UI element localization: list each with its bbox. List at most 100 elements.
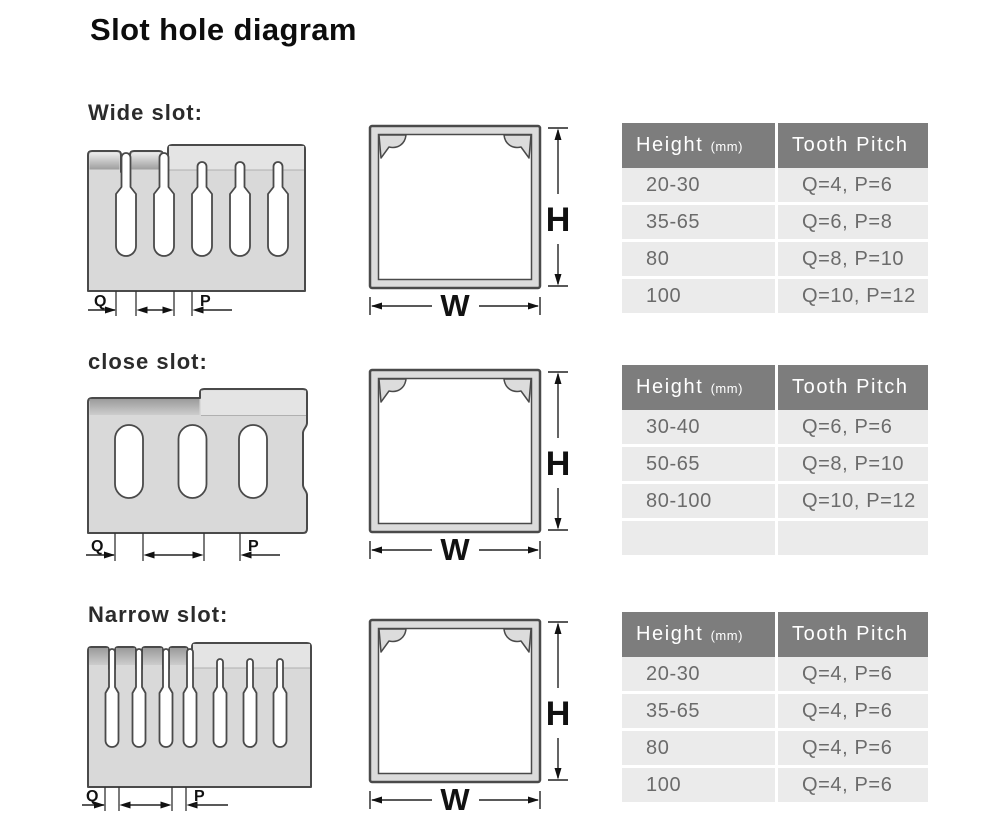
height-label: H <box>546 445 571 483</box>
height-cell: 100 <box>622 277 778 316</box>
slot-hole <box>267 161 289 257</box>
duct-inner-cavity <box>377 627 533 775</box>
cover-clip-left <box>378 378 407 403</box>
dimension-annotations: Q P <box>88 291 232 316</box>
pitch-cell: Q=4, P=6 <box>776 692 928 731</box>
section-label-wide-slot: Wide slot: <box>88 100 203 125</box>
table-row: 80-100 Q=10, P=12 <box>622 482 928 521</box>
height-cell: 80-100 <box>622 482 778 521</box>
slot-hole <box>212 658 228 748</box>
wide-slot-table: Height (mm) Tooth Pitch 20-30 Q=4, P=6 3… <box>622 123 928 316</box>
cover-clip-right <box>503 134 532 159</box>
width-label: W <box>440 532 470 565</box>
table-row: 80 Q=8, P=10 <box>622 240 928 279</box>
pitch-cell: Q=4, P=6 <box>776 657 928 694</box>
height-cell: 20-30 <box>622 168 778 205</box>
height-cell: 35-65 <box>622 203 778 242</box>
pitch-cell: Q=6, P=8 <box>776 203 928 242</box>
narrow-slot-profile-diagram: Q P <box>82 642 312 811</box>
close-slot-table: Height (mm) Tooth Pitch 30-40 Q=6, P=6 5… <box>622 365 928 558</box>
pitch-cell: Q=10, P=12 <box>776 277 928 316</box>
pitch-cell: Q=4, P=6 <box>776 729 928 768</box>
p-dimension-label: P <box>200 293 211 310</box>
tooth-pitch-column-header: Tooth Pitch <box>776 365 928 410</box>
table-row: 80 Q=4, P=6 <box>622 729 928 768</box>
close-slot-profile-diagram: Q P <box>86 388 308 561</box>
q-dimension-label: Q <box>91 538 103 555</box>
dimension-annotations: Q P <box>82 787 228 811</box>
height-header-text: Height <box>636 623 704 645</box>
height-column-header: Height (mm) <box>622 123 778 168</box>
height-cell <box>622 519 778 558</box>
pitch-cell: Q=8, P=10 <box>776 240 928 279</box>
height-unit-text: (mm) <box>710 628 743 643</box>
cover-clip-left <box>378 134 407 159</box>
height-cell: 30-40 <box>622 410 778 447</box>
wide-slot-profile-diagram: Q P <box>87 144 306 316</box>
slot-hole <box>229 161 251 257</box>
height-cell: 80 <box>622 240 778 279</box>
table-header-row: Height (mm) Tooth Pitch <box>622 123 928 168</box>
width-dimension: W <box>369 288 541 321</box>
q-dimension-label: Q <box>94 293 106 310</box>
height-cell: 50-65 <box>622 445 778 484</box>
pitch-cell: Q=10, P=12 <box>776 482 928 521</box>
duct-inner-cavity <box>377 133 533 281</box>
body-top-band <box>201 390 306 416</box>
height-column-header: Height (mm) <box>622 612 778 657</box>
height-dimension: H <box>546 621 570 781</box>
table-row: 50-65 Q=8, P=10 <box>622 445 928 484</box>
pitch-cell <box>776 519 928 558</box>
narrow-slot-cross-section: H W <box>368 618 570 815</box>
table-row: 30-40 Q=6, P=6 <box>622 410 928 447</box>
pitch-cell: Q=4, P=6 <box>776 168 928 205</box>
slot-hole <box>104 648 120 748</box>
slot-hole <box>238 424 268 499</box>
height-header-text: Height <box>636 376 704 398</box>
height-cell: 80 <box>622 729 778 768</box>
slot-hole <box>191 161 213 257</box>
table-row: 100 Q=4, P=6 <box>622 766 928 805</box>
tooth-pitch-column-header: Tooth Pitch <box>776 612 928 657</box>
table-header-row: Height (mm) Tooth Pitch <box>622 365 928 410</box>
finger-band <box>170 648 187 665</box>
finger-band <box>143 648 162 665</box>
height-cell: 100 <box>622 766 778 805</box>
section-label-narrow-slot: Narrow slot: <box>88 602 229 627</box>
pitch-cell: Q=4, P=6 <box>776 766 928 805</box>
cover-clip-right <box>503 378 532 403</box>
height-header-text: Height <box>636 134 704 156</box>
close-slot-cross-section: H W <box>368 368 571 565</box>
height-unit-text: (mm) <box>710 381 743 396</box>
duct-inner-cavity <box>377 377 533 525</box>
p-dimension-label: P <box>248 538 259 555</box>
slot-hole <box>177 424 208 499</box>
pitch-cell: Q=6, P=6 <box>776 410 928 447</box>
slot-hole <box>182 648 198 748</box>
height-dimension: H <box>546 371 571 531</box>
slot-hole <box>115 152 137 257</box>
q-dimension-label: Q <box>86 788 98 805</box>
finger-band <box>89 152 120 170</box>
section-label-close-slot: close slot: <box>88 349 208 374</box>
height-dimension: H <box>546 127 571 287</box>
slot-hole <box>114 424 144 499</box>
width-dimension: W <box>369 782 541 815</box>
narrow-slot-table: Height (mm) Tooth Pitch 20-30 Q=4, P=6 3… <box>622 612 928 805</box>
width-label: W <box>440 288 470 321</box>
wide-slot-cross-section: H W <box>368 124 571 321</box>
table-row: 20-30 Q=4, P=6 <box>622 657 928 694</box>
width-dimension: W <box>369 532 541 565</box>
p-dimension-label: P <box>194 788 205 805</box>
height-label: H <box>546 201 571 239</box>
width-label: W <box>440 782 470 815</box>
slot-hole <box>131 648 147 748</box>
finger-band <box>89 648 108 665</box>
pitch-cell: Q=8, P=10 <box>776 445 928 484</box>
tooth-pitch-column-header: Tooth Pitch <box>776 123 928 168</box>
table-row <box>622 519 928 558</box>
table-row: 20-30 Q=4, P=6 <box>622 168 928 205</box>
dimension-annotations: Q P <box>86 533 280 561</box>
table-header-row: Height (mm) Tooth Pitch <box>622 612 928 657</box>
